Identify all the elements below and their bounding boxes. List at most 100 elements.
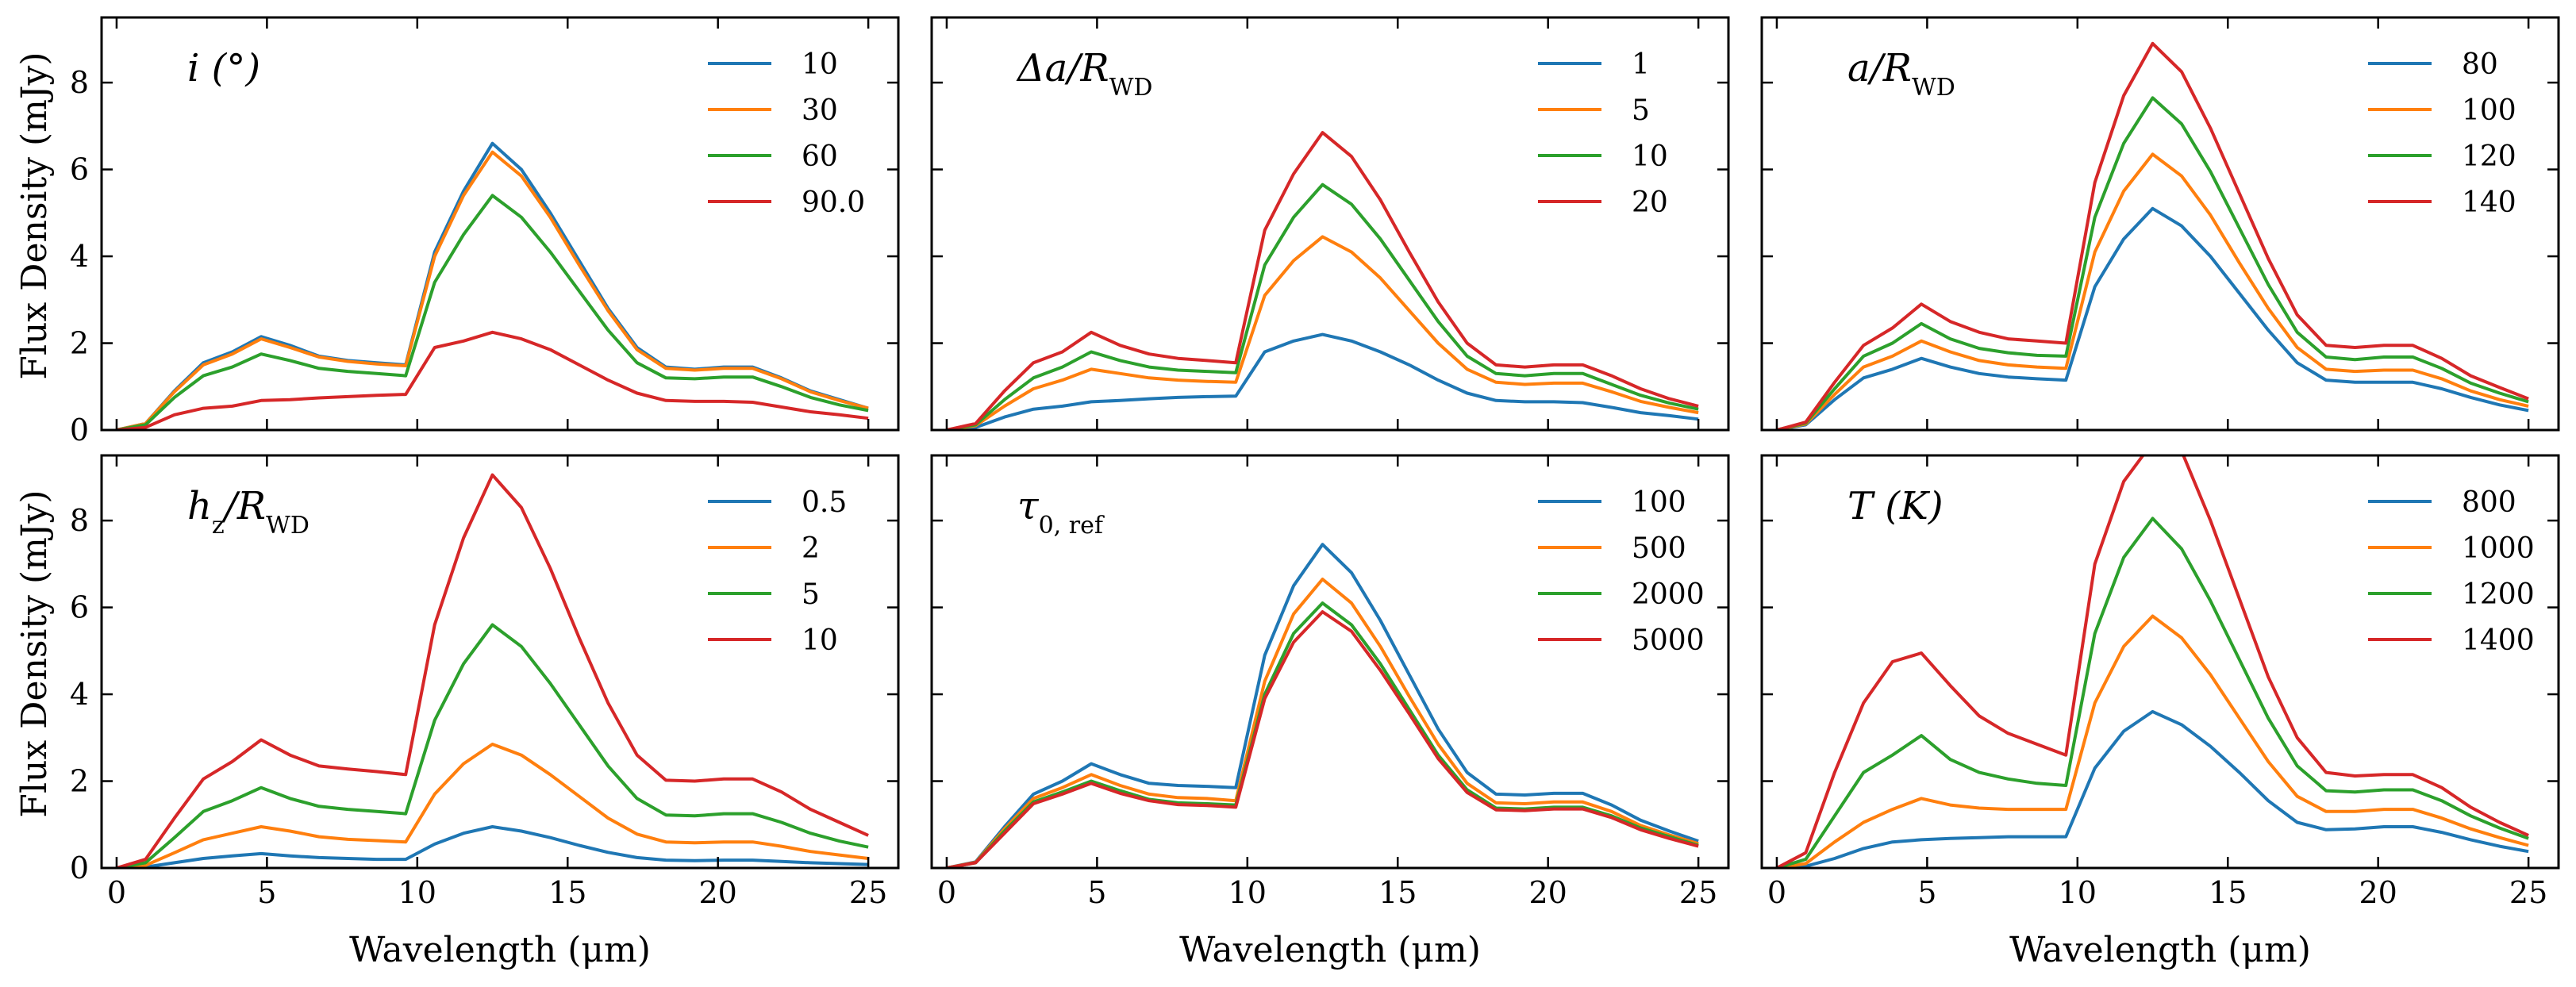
y-tick-label: 0 <box>70 851 89 885</box>
legend-label: 800 <box>2462 486 2516 519</box>
series-line-5 <box>116 623 869 868</box>
axes-frame <box>100 454 900 870</box>
series-line-80 <box>1776 206 2529 430</box>
legend-label: 10 <box>802 48 838 81</box>
x-tick-label: 15 <box>1378 875 1417 910</box>
panel-5: 0 5 10 15 20 25 τ0, ref 100 500 2000 5000 <box>930 454 1730 910</box>
legend-label: 140 <box>2462 186 2516 219</box>
y-tick-label: 6 <box>70 152 89 187</box>
series-line-5000 <box>946 610 1699 868</box>
y-tick-label: 0 <box>70 413 89 447</box>
legend-label: 100 <box>1632 486 1686 519</box>
x-tick-label: 25 <box>1679 875 1717 910</box>
legend-label: 120 <box>2462 140 2516 173</box>
legend-label: 30 <box>802 94 838 127</box>
series-line-90.0 <box>116 330 869 430</box>
axes-frame <box>930 16 1730 432</box>
series-line-1400 <box>1775 455 2529 868</box>
y-axis-label-bottom: Flux Density (mJy) <box>14 490 55 817</box>
panel-title: τ0, ref <box>1017 484 1105 540</box>
x-tick-label: 10 <box>2059 875 2097 910</box>
x-tick-label: 20 <box>698 875 736 910</box>
panel-title: hz/RWD <box>187 484 310 540</box>
legend-label: 1 <box>1632 48 1650 81</box>
axes-frame <box>930 454 1730 870</box>
series-line-60 <box>116 194 869 430</box>
x-tick-label: 0 <box>107 875 126 910</box>
x-tick-label: 15 <box>548 875 586 910</box>
legend-label: 90.0 <box>802 186 865 219</box>
series-line-10 <box>946 182 1699 430</box>
x-tick-label: 5 <box>1917 875 1936 910</box>
legend-label: 5 <box>802 578 820 611</box>
x-tick-label: 5 <box>1087 875 1106 910</box>
y-tick-label: 2 <box>70 764 89 799</box>
series-line-20 <box>946 131 1699 430</box>
series-line-500 <box>946 578 1699 868</box>
legend-label: 500 <box>1632 532 1686 565</box>
series-line-1 <box>946 332 1699 430</box>
legend-label: 1200 <box>2462 578 2535 611</box>
legend-label: 1400 <box>2462 624 2535 657</box>
panel-title: a/RWD <box>1847 46 1955 102</box>
x-tick-label: 15 <box>2209 875 2247 910</box>
series-line-10 <box>116 473 869 868</box>
series-line-100 <box>946 543 1699 868</box>
x-tick-label: 20 <box>1528 875 1567 910</box>
x-tick-label: 5 <box>257 875 276 910</box>
x-tick-label: 10 <box>398 875 436 910</box>
x-tick-label: 25 <box>849 875 887 910</box>
series-line-120 <box>1776 96 2529 430</box>
axes-frame <box>1760 16 2560 432</box>
x-tick-label: 0 <box>937 875 956 910</box>
legend-label: 2000 <box>1632 578 1705 611</box>
legend-label: 1000 <box>2462 532 2535 565</box>
legend-label: 60 <box>802 140 838 173</box>
series-line-1200 <box>1776 517 2529 868</box>
x-axis-label-middle: Wavelength (μm) <box>1179 930 1481 970</box>
x-tick-label: 25 <box>2509 875 2547 910</box>
x-tick-label: 10 <box>1228 875 1267 910</box>
legend-label: 80 <box>2462 48 2498 81</box>
x-tick-label: 20 <box>2359 875 2397 910</box>
y-axis-label-top: Flux Density (mJy) <box>14 52 55 379</box>
legend-label: 2 <box>802 532 820 565</box>
panel-1: 0 2 4 6 8 i (°) 10 30 60 90.0 <box>70 16 900 447</box>
y-tick-label: 4 <box>70 677 89 712</box>
series-line-2 <box>116 743 869 868</box>
series-line-0.5 <box>116 825 869 868</box>
axes-frame <box>1760 454 2560 870</box>
x-tick-label: 0 <box>1767 875 1786 910</box>
y-tick-label: 2 <box>70 326 89 361</box>
series-line-30 <box>116 150 869 430</box>
panel-6: 0 5 10 15 20 25 T (K) 800 1000 1200 1400 <box>1760 454 2560 910</box>
panel-2: Δa/RWD 1 5 10 20 <box>930 16 1730 432</box>
x-axis-label-left: Wavelength (μm) <box>349 930 651 970</box>
legend-label: 10 <box>802 624 838 657</box>
legend-label: 5000 <box>1632 624 1705 657</box>
series-line-800 <box>1776 709 2529 868</box>
panel-title: T (K) <box>1847 484 1944 528</box>
panel-3: a/RWD 80 100 120 140 <box>1760 16 2560 432</box>
legend-label: 100 <box>2462 94 2516 127</box>
x-axis-label-right: Wavelength (μm) <box>2009 930 2311 970</box>
y-tick-label: 4 <box>70 239 89 274</box>
series-line-10 <box>116 141 869 430</box>
series-line-5 <box>946 235 1699 430</box>
y-tick-label: 8 <box>70 65 89 100</box>
axes-frame <box>100 16 900 432</box>
y-tick-label: 6 <box>70 590 89 625</box>
legend-label: 10 <box>1632 140 1668 173</box>
series-line-140 <box>1776 41 2529 430</box>
panel-title: Δa/RWD <box>1016 46 1152 102</box>
series-line-1000 <box>1776 614 2529 868</box>
series-line-100 <box>1776 152 2529 430</box>
legend-label: 20 <box>1632 186 1668 219</box>
panel-title: i (°) <box>187 46 260 90</box>
legend-label: 5 <box>1632 94 1650 127</box>
series-line-2000 <box>946 601 1699 868</box>
y-tick-label: 8 <box>70 503 89 538</box>
legend-label: 0.5 <box>802 486 847 519</box>
